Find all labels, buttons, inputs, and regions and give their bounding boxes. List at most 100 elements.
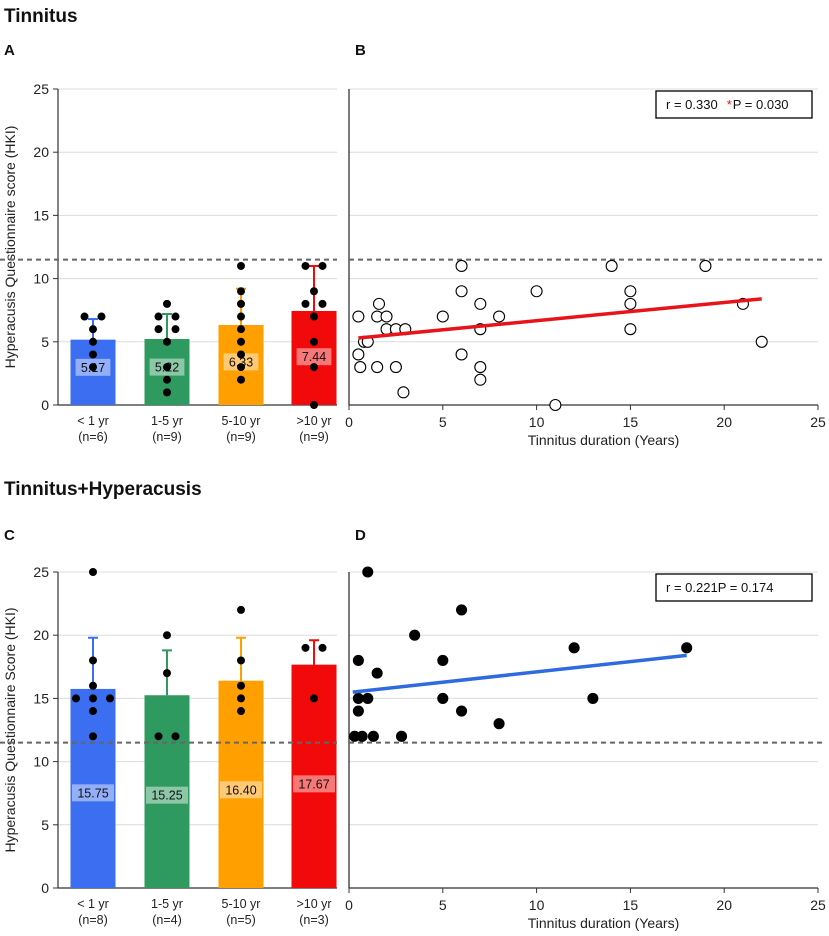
y-tick-label: 25 — [33, 81, 49, 97]
y-axis-title: Hyperacusis Questionnaire Score (HKI) — [2, 607, 18, 852]
scatter-point — [397, 386, 410, 399]
data-point — [318, 299, 327, 308]
stats-box — [655, 90, 813, 119]
data-point — [310, 401, 318, 409]
y-tick-label: 15 — [33, 690, 49, 706]
bar — [291, 310, 337, 405]
scatter-point — [624, 285, 637, 298]
data-point — [154, 312, 163, 321]
scatter-point — [456, 604, 468, 616]
stat-r: r = 0.221 — [666, 580, 718, 595]
x-tick-label: 0 — [345, 414, 353, 430]
scatter-point — [395, 730, 408, 742]
data-point — [80, 312, 89, 321]
x-tick-label: 5 — [439, 897, 447, 913]
y-tick-label: 20 — [33, 627, 49, 643]
data-point — [310, 363, 318, 372]
value-label-box — [72, 784, 114, 802]
scatter-point — [362, 566, 374, 578]
data-point — [163, 631, 171, 640]
x-axis-title: Tinnitus duration (Years) — [528, 432, 679, 448]
data-point — [89, 694, 97, 703]
category-label: 5-10 yr — [222, 897, 261, 911]
value-label: 6.33 — [229, 355, 253, 369]
scatter-point — [371, 361, 384, 374]
scatter-point — [436, 310, 449, 323]
data-point — [237, 363, 245, 372]
panel-letter-b: B — [355, 42, 366, 59]
x-tick-label: 25 — [810, 414, 826, 430]
category-label: < 1 yr — [77, 414, 109, 428]
scatter-point — [605, 259, 618, 273]
category-n-label: (n=6) — [78, 430, 108, 444]
y-tick-label: 0 — [41, 397, 49, 413]
y-tick-label: 20 — [33, 144, 49, 160]
value-label: 15.25 — [151, 789, 182, 803]
data-point — [237, 261, 245, 270]
data-point — [89, 732, 97, 741]
data-point — [89, 350, 97, 359]
x-tick-label: 5 — [439, 414, 447, 430]
category-label: 1-5 yr — [151, 414, 183, 428]
data-point — [89, 707, 97, 716]
data-point — [310, 694, 318, 703]
y-axis-title: Hyperacusis Questionnaire score (HKI) — [2, 126, 18, 369]
x-tick-label: 15 — [623, 897, 639, 913]
value-label-box — [146, 786, 188, 804]
bar — [218, 680, 264, 888]
scatter-point — [568, 642, 580, 654]
scatter-point — [587, 692, 599, 704]
scatter-point — [699, 259, 712, 273]
scatter-point — [362, 692, 374, 704]
value-label-box — [220, 781, 262, 799]
scatter-point — [755, 335, 768, 348]
scatter-point — [352, 654, 364, 667]
category-n-label: (n=4) — [152, 913, 182, 927]
data-point — [237, 287, 245, 296]
data-point — [163, 669, 171, 678]
y-tick-label: 10 — [33, 754, 49, 770]
data-point — [237, 312, 245, 321]
data-point — [301, 261, 310, 270]
data-point — [163, 299, 171, 308]
section-title-tinnitus-hyperacusis: Tinnitus+Hyperacusis — [4, 479, 202, 500]
scatter-point — [455, 285, 468, 298]
value-label-box — [223, 353, 259, 371]
category-label: < 1 yr — [77, 897, 109, 911]
y-tick-label: 0 — [41, 880, 49, 896]
data-point — [237, 375, 245, 384]
x-tick-label: 10 — [529, 897, 545, 913]
category-label: >10 yr — [296, 897, 331, 911]
scatter-point — [474, 297, 487, 310]
scatter-point — [352, 692, 364, 704]
scatter-point — [371, 667, 383, 679]
x-tick-label: 10 — [529, 414, 545, 430]
y-tick-label: 5 — [41, 334, 49, 350]
scatter-point — [624, 323, 637, 336]
data-point — [237, 694, 245, 703]
scatter-point — [372, 297, 386, 310]
scatter-point — [493, 310, 506, 323]
data-point — [163, 337, 171, 346]
value-label-box — [296, 348, 332, 366]
value-label: 7.44 — [302, 350, 326, 364]
scatter-point — [437, 692, 449, 704]
panel-b-scatter-chart: 0 5 10 15 20 25 Tinnitus duration (Years) r = 0… — [345, 88, 826, 448]
data-point — [89, 568, 97, 576]
data-point — [310, 337, 318, 346]
category-n-label: (n=8) — [78, 913, 108, 927]
stats-box — [655, 573, 813, 602]
data-point — [89, 325, 97, 334]
panel-letter-d: D — [355, 527, 366, 544]
stat-significance-star: * — [727, 97, 732, 112]
stat-r: r = 0.330 — [666, 97, 718, 112]
panel-c-bar-chart: 0 5 10 15 20 25 Hyperacusis Questionnaire Scor… — [0, 564, 337, 927]
scatter-point — [455, 259, 468, 273]
section-title-tinnitus: Tinnitus — [4, 6, 78, 27]
data-point — [163, 375, 171, 384]
y-tick-label: 5 — [41, 817, 49, 833]
x-tick-label: 0 — [345, 897, 353, 913]
data-point — [89, 681, 97, 690]
data-point — [237, 656, 245, 665]
panel-letter-c: C — [4, 527, 15, 544]
